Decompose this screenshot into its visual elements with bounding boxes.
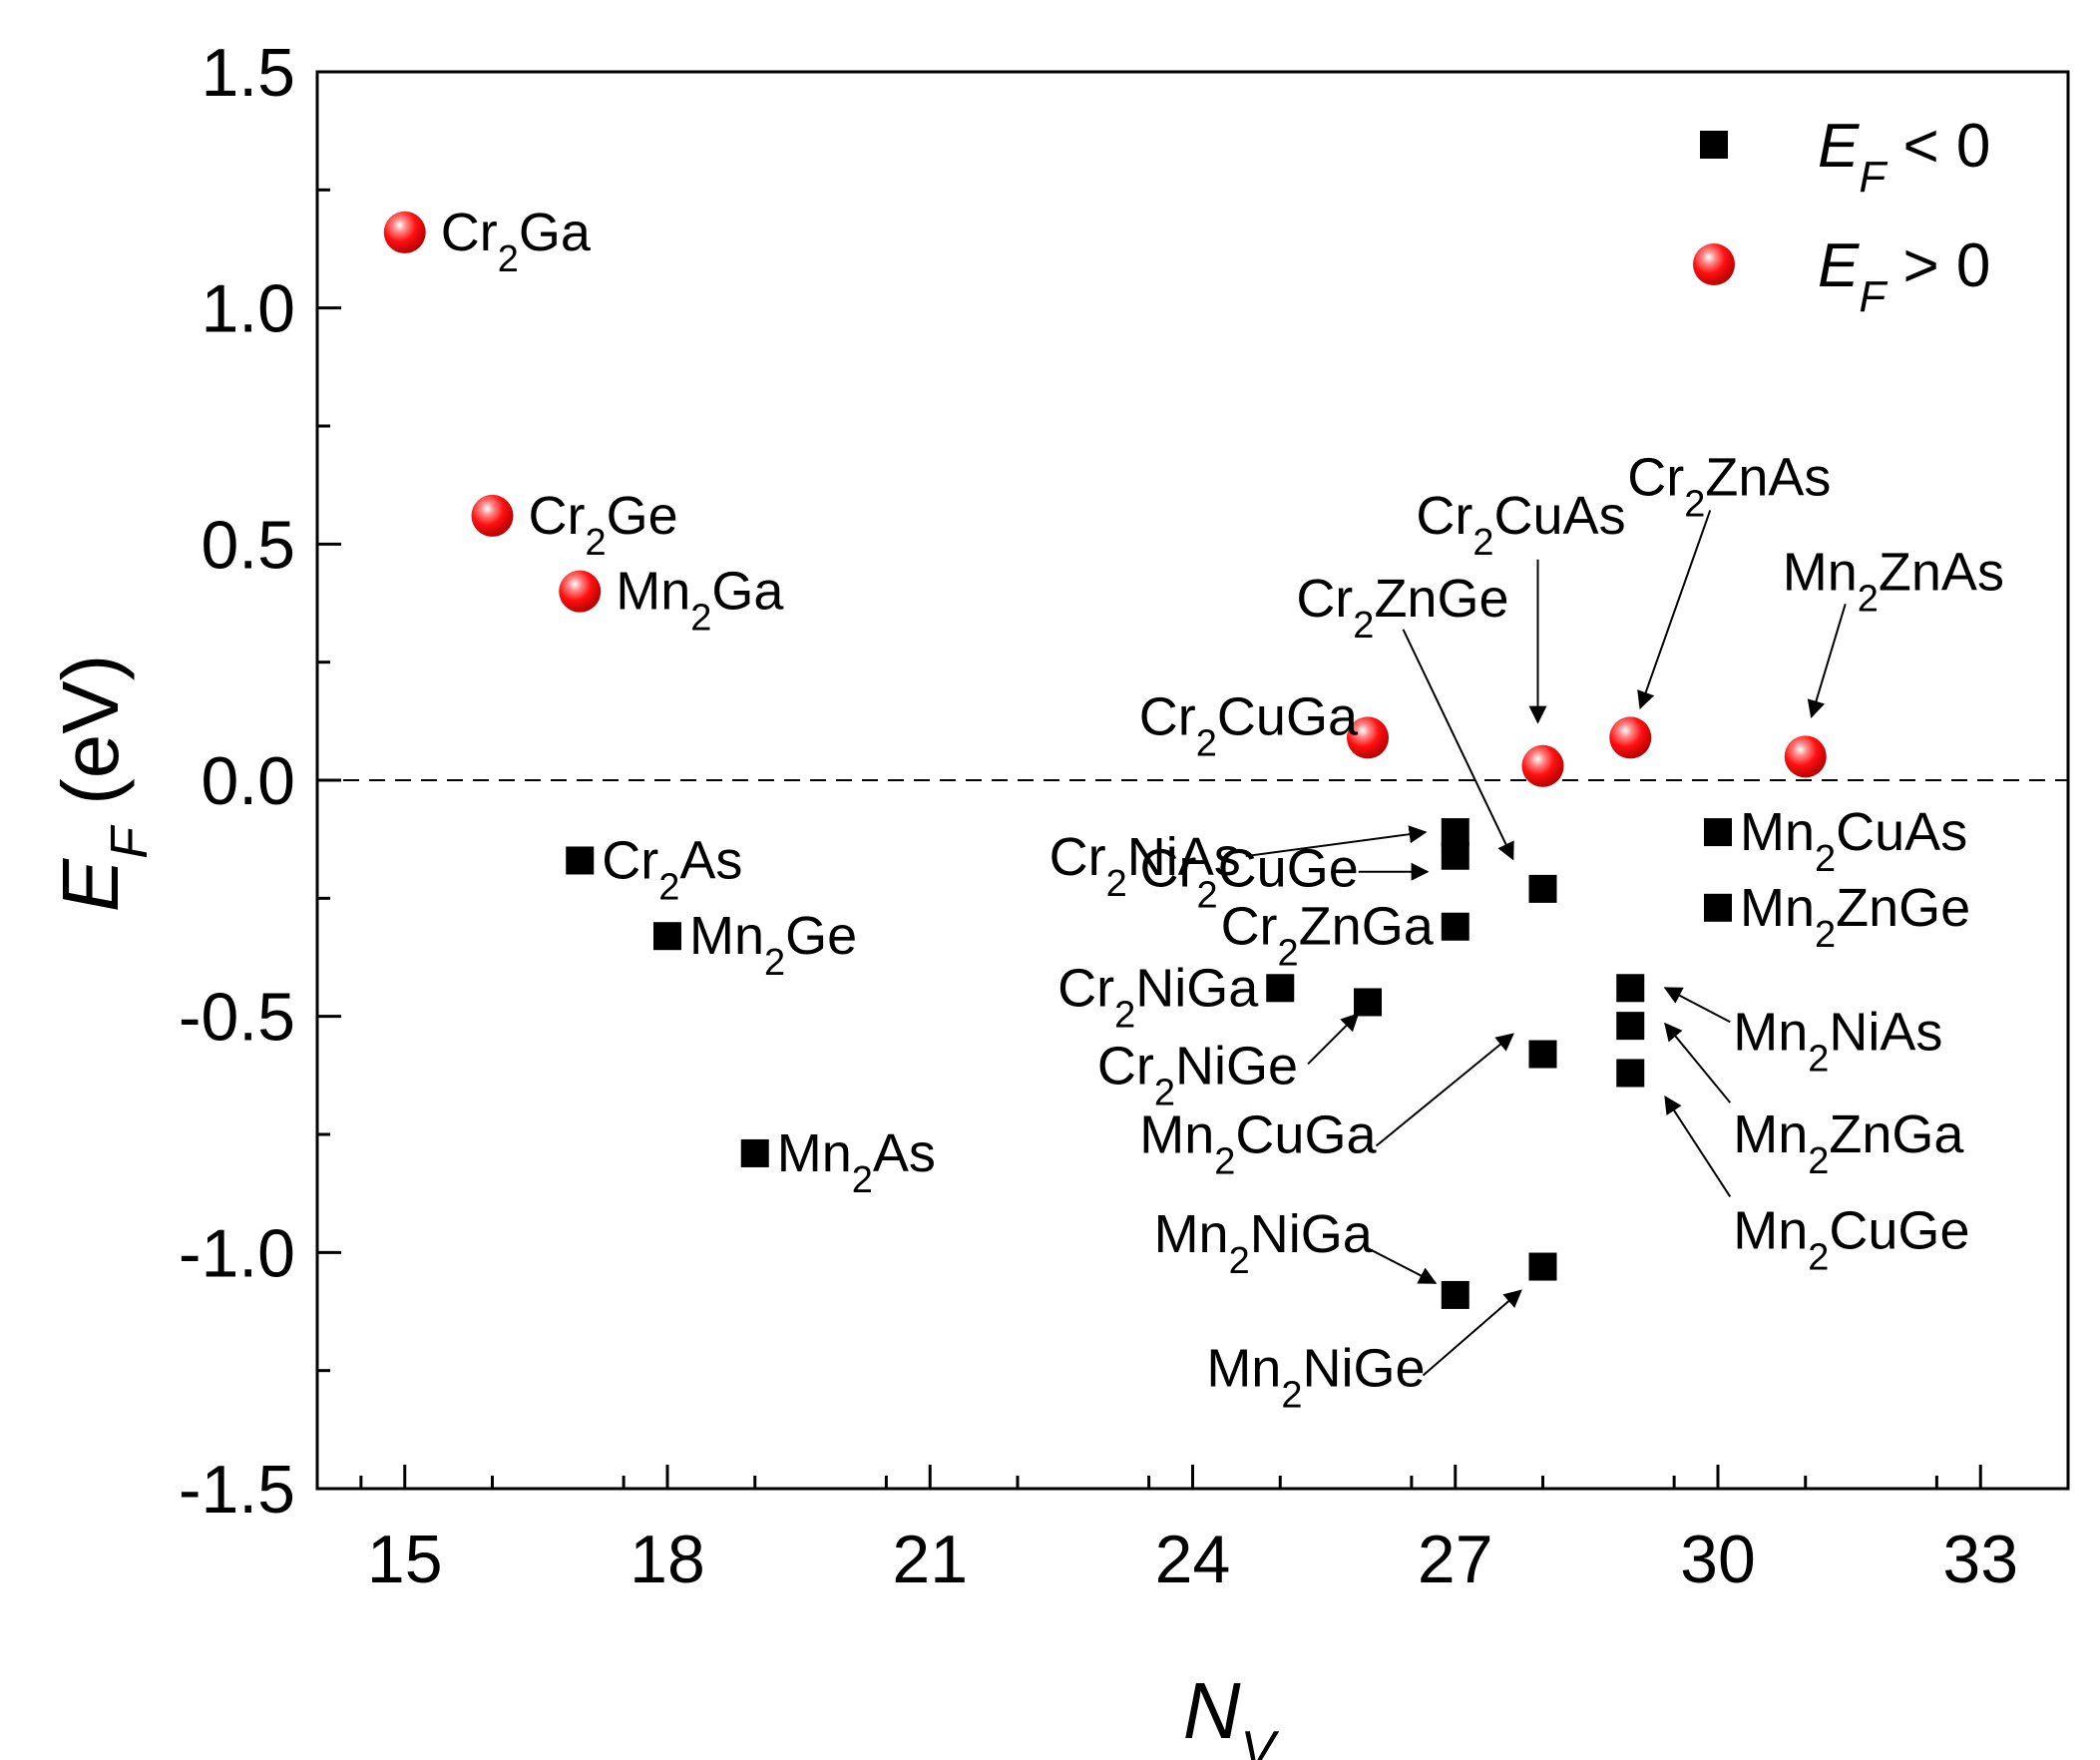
y-tick-label: 1.0	[201, 271, 295, 347]
square-marker	[1704, 818, 1732, 847]
data-points	[383, 211, 1827, 1309]
square-marker	[1528, 1252, 1557, 1281]
label-arrow	[1422, 1289, 1522, 1377]
y-tick-label: -1.5	[179, 1452, 295, 1528]
point-label: Cr2As	[602, 830, 742, 908]
point-label: Mn2CuAs	[1740, 802, 1967, 880]
label-arrows	[1245, 510, 1847, 1377]
label-arrow	[1365, 1246, 1438, 1284]
square-marker	[1616, 1012, 1645, 1041]
sphere-marker	[1609, 716, 1652, 759]
square-marker	[1616, 974, 1645, 1003]
point-label: Cr2CuGe	[1140, 839, 1359, 917]
point-label: Mn2CuGa	[1139, 1105, 1377, 1183]
x-tick-label: 24	[1155, 1522, 1231, 1597]
point-label: Cr2CuGa	[1139, 686, 1359, 764]
square-marker	[1616, 1059, 1645, 1088]
legend: EF < 0 EF > 0	[1693, 112, 1990, 321]
x-tick-label: 33	[1942, 1522, 2018, 1597]
y-tick-label: -0.5	[179, 980, 295, 1056]
point-label: Cr2NiAs	[1050, 827, 1241, 905]
sphere-marker	[1521, 744, 1564, 787]
point-label: Cr2CuAs	[1416, 486, 1625, 564]
point-label: Cr2NiGa	[1057, 958, 1259, 1036]
x-tick-label: 27	[1418, 1522, 1493, 1597]
sphere-marker	[559, 570, 602, 613]
point-label: Mn2ZnAs	[1783, 542, 2004, 620]
label-arrow	[1402, 629, 1514, 861]
label-arrow	[1807, 604, 1847, 719]
sphere-marker	[383, 211, 426, 253]
point-label: Mn2Ge	[689, 906, 857, 984]
square-marker	[1266, 974, 1295, 1003]
point-label: Cr2ZnGa	[1221, 897, 1435, 975]
x-tick-label: 30	[1680, 1522, 1756, 1597]
square-marker	[740, 1138, 769, 1167]
square-marker	[566, 846, 595, 875]
sphere-marker	[1784, 735, 1827, 778]
square-marker	[1441, 841, 1470, 870]
square-marker	[1441, 1280, 1470, 1309]
y-tick-label: 0.0	[201, 743, 295, 819]
point-label: Mn2NiGe	[1206, 1339, 1425, 1417]
label-arrow	[1245, 825, 1428, 858]
x-tick-label: 15	[367, 1522, 443, 1597]
label-arrow	[1663, 987, 1731, 1024]
square-marker	[1528, 874, 1557, 903]
x-tick-label: 18	[630, 1522, 705, 1597]
point-label: Mn2Ga	[616, 562, 784, 640]
label-arrow	[1664, 1095, 1732, 1198]
point-labels: Cr2AsMn2GeMn2AsCr2NiGaCr2NiGeCr2NiAsCr2C…	[441, 203, 2004, 1417]
sphere-marker	[1347, 716, 1389, 759]
point-label: Cr2ZnGe	[1296, 569, 1508, 647]
point-label: Mn2CuGe	[1733, 1200, 1969, 1278]
point-label: Cr2ZnAs	[1627, 447, 1831, 525]
label-arrow	[1375, 1033, 1514, 1147]
y-axis-title: EF (eV)	[46, 655, 159, 912]
x-tick-label: 21	[892, 1522, 968, 1597]
legend-square-marker	[1700, 131, 1728, 159]
point-label: Cr2NiGe	[1097, 1036, 1298, 1113]
label-arrow	[1664, 1022, 1732, 1103]
sphere-marker	[471, 494, 514, 537]
y-tick-label: 1.5	[201, 35, 295, 111]
point-label: Cr2Ga	[441, 203, 592, 280]
label-arrow	[1307, 1013, 1360, 1066]
y-tick-label: -1.0	[179, 1215, 295, 1291]
point-label: Cr2Ge	[529, 486, 678, 564]
x-axis-title: NV	[1183, 1666, 1280, 1760]
square-marker	[1528, 1040, 1557, 1069]
point-label: Mn2NiGa	[1154, 1204, 1374, 1282]
point-label: Mn2ZnGe	[1740, 878, 1970, 956]
label-arrow	[1637, 510, 1712, 710]
point-label: Mn2ZnGa	[1733, 1104, 1964, 1182]
square-marker	[1704, 893, 1732, 922]
square-marker	[653, 922, 681, 951]
legend-sphere-marker	[1693, 243, 1735, 285]
point-label: Mn2NiAs	[1733, 1002, 1942, 1080]
point-label: Mn2As	[777, 1123, 936, 1201]
axis-ticks: 15 18 21 24 27 30 33 -1.5 -1.0 -0.5 0.0 0.5 1.0 1.5	[179, 35, 2018, 1597]
legend-label: EF < 0	[1818, 112, 1990, 202]
square-marker	[1441, 818, 1470, 847]
square-marker	[1441, 912, 1470, 941]
square-marker	[1354, 988, 1382, 1017]
y-tick-label: 0.5	[201, 507, 295, 583]
legend-label: EF > 0	[1818, 231, 1990, 321]
